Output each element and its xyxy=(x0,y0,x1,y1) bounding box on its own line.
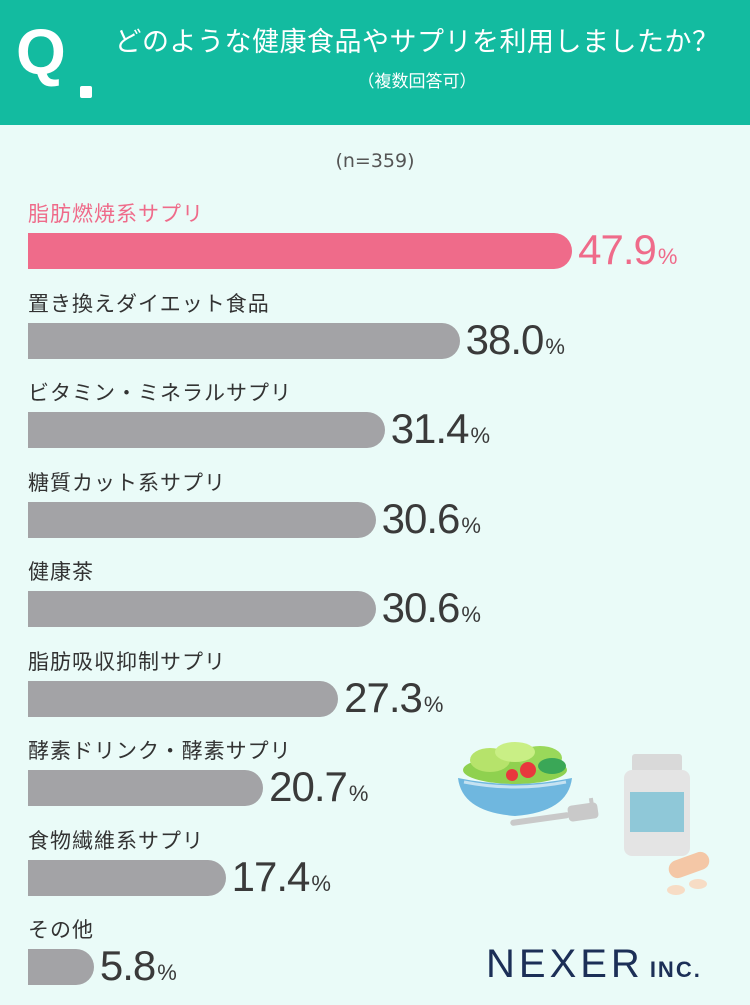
category-label: 酵素ドリンク・酵素サプリ xyxy=(28,739,292,763)
bar xyxy=(28,949,94,985)
value-label: 47.9% xyxy=(578,228,677,282)
category-label: 食物繊維系サプリ xyxy=(28,828,204,853)
value-unit: % xyxy=(311,870,331,896)
bar xyxy=(28,680,339,717)
value-label: 20.7% xyxy=(269,765,368,819)
value-label: 31.4% xyxy=(391,407,490,461)
value-label: 27.3% xyxy=(344,673,444,730)
value-number: 47.9 xyxy=(578,226,657,273)
value-number: 17.4 xyxy=(231,852,311,900)
bar xyxy=(28,770,264,806)
bar xyxy=(28,322,460,359)
value-number: 30.6 xyxy=(381,494,461,542)
category-label: ビタミン・ミネラルサプリ xyxy=(28,381,292,405)
value-unit: % xyxy=(461,512,481,538)
category-label: 置き換えダイエット食品 xyxy=(28,291,270,316)
bar xyxy=(28,501,376,538)
category-label: 糖質カット系サプリ xyxy=(28,470,226,495)
logo-suffix: INC. xyxy=(649,957,702,982)
bar xyxy=(28,233,573,269)
question-header: Q どのような健康食品やサプリを利用しましたか？ （複数回答可） xyxy=(0,0,750,125)
q-mark: Q xyxy=(16,16,66,88)
value-number: 27.3 xyxy=(344,673,423,721)
salad-bowl-icon xyxy=(458,742,572,816)
value-unit: % xyxy=(657,244,678,269)
value-label: 38.0% xyxy=(465,315,565,372)
value-label: 30.6% xyxy=(382,586,481,640)
logo-main: NEXER xyxy=(486,942,644,986)
bar xyxy=(28,591,376,627)
value-unit: % xyxy=(157,960,177,985)
bar xyxy=(28,859,226,896)
category-label: 脂肪燃焼系サプリ xyxy=(28,202,204,226)
question-title: どのような健康食品やサプリを利用しましたか？ xyxy=(114,27,720,58)
bar xyxy=(28,412,385,448)
supplement-bottle-icon xyxy=(624,754,690,856)
category-label: 健康茶 xyxy=(28,560,94,584)
value-label: 17.4% xyxy=(231,852,331,909)
value-unit: % xyxy=(348,781,369,806)
value-unit: % xyxy=(545,333,565,359)
value-number: 31.4 xyxy=(390,405,470,452)
company-logo: NEXER INC. xyxy=(486,942,702,987)
pill-icon xyxy=(667,851,710,895)
sample-size: (n=359) xyxy=(335,150,415,172)
fork-icon xyxy=(510,797,599,826)
value-number: 38.0 xyxy=(465,315,545,363)
illustration xyxy=(458,742,710,895)
q-dot xyxy=(80,86,92,98)
category-label: その他 xyxy=(28,918,94,942)
value-number: 20.7 xyxy=(269,763,348,810)
value-unit: % xyxy=(461,602,481,627)
value-unit: % xyxy=(470,423,491,448)
value-number: 30.6 xyxy=(381,584,461,631)
value-label: 30.6% xyxy=(381,494,481,551)
category-label: 脂肪吸収抑制サプリ xyxy=(28,649,226,674)
value-unit: % xyxy=(423,691,444,717)
value-label: 5.8% xyxy=(100,944,177,998)
value-number: 5.8 xyxy=(99,942,156,989)
question-note: （複数回答可） xyxy=(357,72,477,92)
